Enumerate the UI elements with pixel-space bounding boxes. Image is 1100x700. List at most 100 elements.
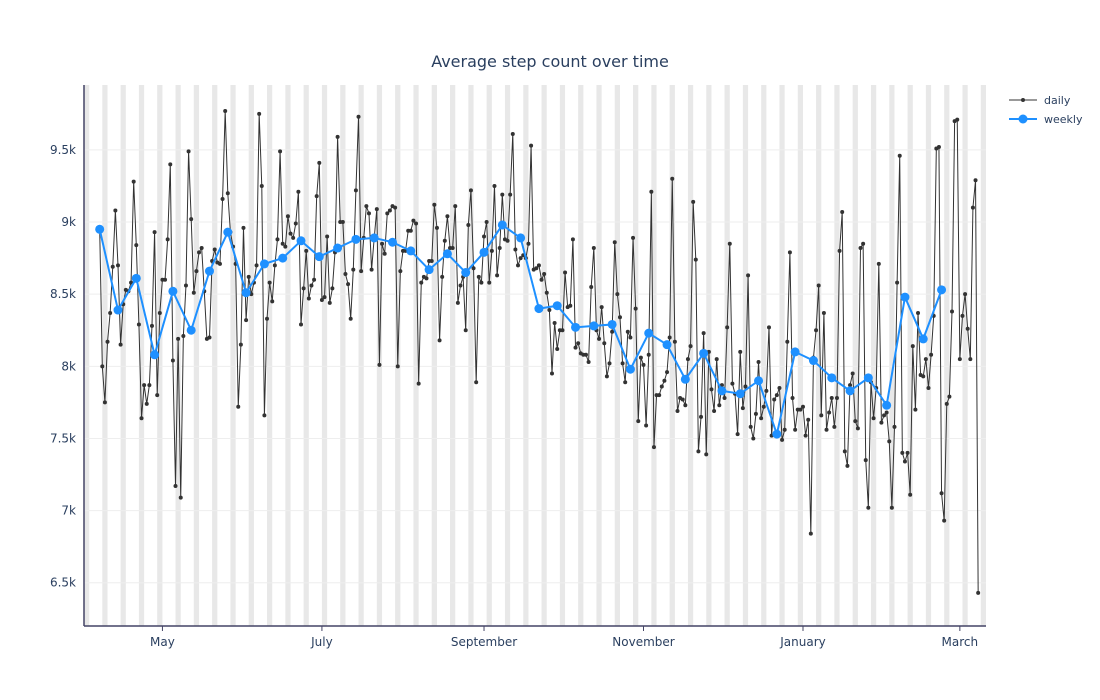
weekend-band [761, 85, 767, 626]
weekly-point [534, 304, 544, 314]
daily-point [382, 251, 387, 256]
daily-point [848, 383, 853, 388]
daily-point [576, 341, 581, 346]
weekend-band [523, 85, 529, 626]
daily-point [714, 357, 719, 362]
weekly-point [333, 243, 343, 253]
weekend-band [742, 85, 749, 626]
daily-point [458, 283, 463, 288]
daily-point [882, 413, 887, 418]
daily-point [688, 344, 693, 349]
weekend-band [724, 85, 730, 626]
daily-point [761, 404, 766, 409]
daily-point [840, 209, 845, 214]
daily-point [359, 269, 364, 274]
daily-point [429, 259, 434, 264]
daily-point [821, 310, 826, 315]
daily-point [623, 380, 628, 385]
daily-point [693, 257, 698, 262]
daily-point [508, 192, 513, 197]
daily-point [113, 208, 118, 213]
daily-point [879, 420, 884, 425]
gridlines [84, 149, 986, 584]
weekly-point [314, 252, 324, 262]
weekly-point [223, 227, 233, 237]
daily-point [735, 432, 740, 437]
daily-point [484, 220, 489, 225]
legend[interactable]: daily weekly [1009, 94, 1083, 126]
daily-point [563, 270, 568, 275]
daily-point [455, 300, 460, 305]
daily-point [599, 305, 604, 310]
weekend-band [285, 85, 291, 626]
weekend-band [541, 85, 547, 626]
weekly-point [186, 325, 196, 335]
weekend-band [303, 85, 309, 626]
daily-point [142, 383, 147, 388]
legend-item-daily[interactable]: daily [1009, 94, 1071, 107]
daily-point [108, 310, 113, 315]
daily-point [144, 401, 149, 406]
daily-point [207, 335, 212, 340]
series-daily [97, 108, 981, 595]
daily-point [118, 342, 123, 347]
y-tick-label: 7k [61, 504, 76, 518]
daily-point [453, 204, 458, 209]
weekend-band [267, 85, 273, 626]
daily-point [560, 328, 565, 333]
daily-point [408, 228, 413, 233]
daily-point [675, 409, 680, 414]
daily-point [165, 237, 170, 242]
daily-point [364, 204, 369, 209]
weekly-point [388, 237, 398, 247]
weekly-point [296, 236, 306, 246]
daily-point [617, 315, 622, 320]
daily-point [348, 316, 353, 321]
daily-point [586, 359, 591, 364]
weekly-point [900, 292, 910, 302]
daily-point [636, 419, 641, 424]
legend-swatch-marker [1018, 114, 1028, 124]
daily-point [730, 381, 735, 386]
daily-point [905, 450, 910, 455]
daily-point [275, 237, 280, 242]
daily-point [814, 328, 819, 333]
daily-point [291, 235, 296, 240]
chart-title: Average step count over time [431, 52, 669, 71]
daily-point [335, 134, 340, 139]
daily-point [387, 208, 392, 213]
weekly-point [607, 319, 617, 329]
daily-point [505, 238, 510, 243]
daily-point [798, 407, 803, 412]
daily-point [223, 108, 228, 113]
daily-point [602, 341, 607, 346]
daily-point [131, 179, 136, 184]
daily-point [236, 404, 241, 409]
legend-item-weekly[interactable]: weekly [1009, 113, 1083, 126]
daily-point [589, 284, 594, 289]
daily-point [863, 458, 868, 463]
weekly-point [882, 400, 892, 410]
daily-point [319, 297, 324, 302]
daily-point [217, 261, 222, 266]
weekend-band [907, 85, 913, 626]
daily-point [957, 357, 962, 362]
daily-point [568, 303, 573, 308]
daily-point [751, 436, 756, 441]
weekend-band [779, 85, 785, 626]
daily-point [246, 274, 251, 279]
daily-point [353, 188, 358, 193]
daily-point [842, 449, 847, 454]
daily-point [278, 149, 283, 154]
daily-point [395, 364, 400, 369]
daily-point [518, 256, 523, 261]
daily-point [657, 393, 662, 398]
daily-point [866, 505, 871, 510]
daily-point [850, 371, 855, 376]
daily-point [824, 427, 829, 432]
daily-point [832, 424, 837, 429]
daily-point [489, 248, 494, 253]
weekend-band [797, 85, 803, 626]
daily-point [325, 234, 330, 239]
daily-point [607, 361, 612, 366]
